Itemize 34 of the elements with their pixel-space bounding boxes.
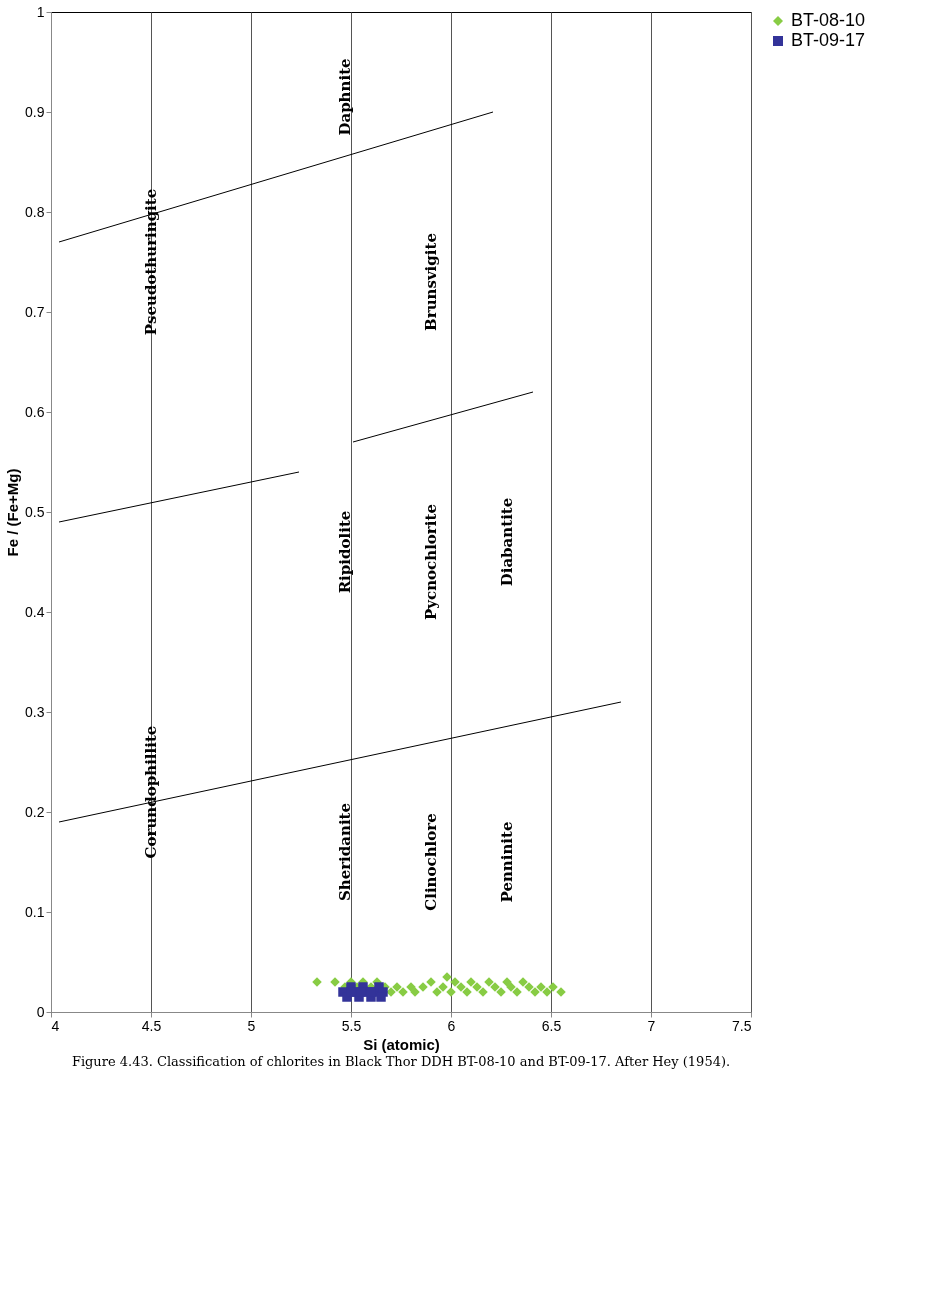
legend-label: BT-08-10: [791, 10, 866, 30]
x-tick-label: 5.5: [341, 1017, 362, 1034]
y-tick-label: 0.7: [25, 303, 45, 320]
x-axis-title: Si (atomic): [363, 1035, 440, 1053]
y-tick-label: 0.6: [25, 403, 45, 420]
annotation: Pycnochlorite: [422, 504, 441, 620]
legend-label: BT-09-17: [791, 30, 866, 50]
y-tick-label: 0.8: [25, 203, 45, 220]
annotation: Penninite: [497, 821, 516, 903]
x-tick-label: 6: [447, 1017, 456, 1034]
annotation: Diabantite: [497, 497, 516, 587]
y-axis-title: Fe / (Fe+Mg): [4, 468, 22, 557]
annotation: Corundophillite: [142, 725, 161, 859]
x-tick-label: 4: [51, 1017, 60, 1034]
annotation: Daphnite: [336, 58, 354, 136]
annotation: Brunsvigite: [422, 233, 441, 331]
x-tick-label: 7: [647, 1017, 656, 1034]
annotation: Ripidolite: [336, 510, 354, 594]
y-tick-label: 0.4: [25, 603, 45, 620]
x-tick-label: 4.5: [141, 1017, 162, 1034]
caption: Figure 4.43. Classification of chlorites in Black Thor DDH BT-08-10 and BT-09-17. After Hey (1954).: [71, 1054, 731, 1069]
y-tick-label: 0: [36, 1003, 45, 1020]
annotation: Clinochlore: [422, 813, 441, 911]
y-tick-label: 0.5: [25, 503, 45, 520]
annotation: Sheridanite: [336, 802, 354, 902]
x-tick-label: 7.5: [732, 1017, 752, 1034]
y-tick-label: 1: [36, 3, 45, 20]
y-tick-label: 0.1: [25, 903, 45, 920]
y-tick-label: 0.9: [25, 103, 45, 120]
annotation: Pseudothuringite: [142, 188, 161, 336]
x-tick-label: 5: [247, 1017, 256, 1034]
y-tick-label: 0.3: [25, 703, 45, 720]
y-tick-label: 0.2: [25, 803, 45, 820]
x-tick-label: 6.5: [541, 1017, 562, 1034]
